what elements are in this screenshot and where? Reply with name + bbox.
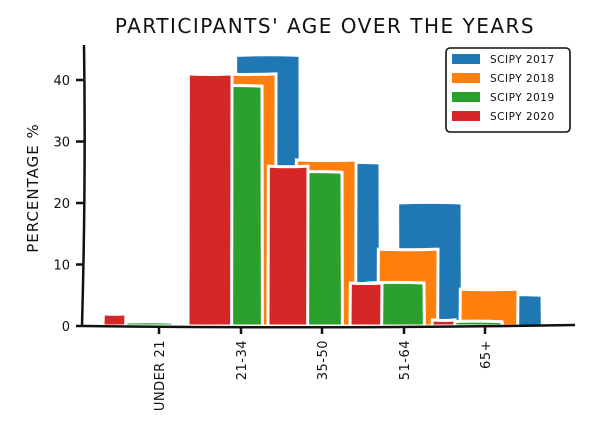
y-tick-label-2: 20	[53, 197, 70, 212]
legend-swatch-1	[452, 73, 480, 83]
legend-swatch-3	[452, 111, 480, 121]
y-tick-label-1: 10	[53, 259, 70, 274]
bar-scipy-2020-4	[430, 318, 457, 328]
x-tick-label-0: UNDER 21	[153, 340, 168, 411]
legend-label-3: SCIPY 2020	[490, 111, 555, 123]
y-axis-label: PERCENTAGE %	[24, 123, 42, 253]
y-axis	[80, 44, 86, 327]
y-tick-label-3: 30	[53, 136, 70, 151]
chart-title: PARTICIPANTS' AGE OVER THE YEARS	[115, 14, 535, 38]
legend-swatch-0	[452, 54, 480, 64]
legend-label-1: SCIPY 2018	[490, 73, 555, 85]
bar-scipy-2020-2	[266, 164, 310, 328]
x-ticks: UNDER 21 21-34 35-50 51-64 65+	[153, 326, 494, 411]
legend-label-2: SCIPY 2019	[490, 92, 555, 104]
bar-scipy-2020-0	[101, 312, 128, 328]
x-tick-label-1: 21-34	[235, 340, 250, 380]
bar-scipy-2020-1	[186, 72, 234, 328]
x-axis	[83, 323, 576, 329]
legend: SCIPY 2017 SCIPY 2018 SCIPY 2019 SCIPY 2020	[445, 47, 571, 133]
bar-scipy-2020-3	[348, 281, 384, 328]
x-tick-label-2: 35-50	[316, 340, 331, 380]
bar-scipy-2018-4	[458, 287, 520, 328]
legend-swatch-2	[452, 92, 480, 102]
y-tick-label-0: 0	[62, 320, 70, 335]
x-tick-label-4: 65+	[479, 340, 494, 369]
bars-group	[101, 53, 544, 328]
y-ticks: 0 10 20 30 40	[53, 74, 84, 335]
y-tick-label-4: 40	[53, 74, 70, 89]
legend-label-0: SCIPY 2017	[490, 54, 555, 66]
x-tick-label-3: 51-64	[398, 340, 413, 380]
